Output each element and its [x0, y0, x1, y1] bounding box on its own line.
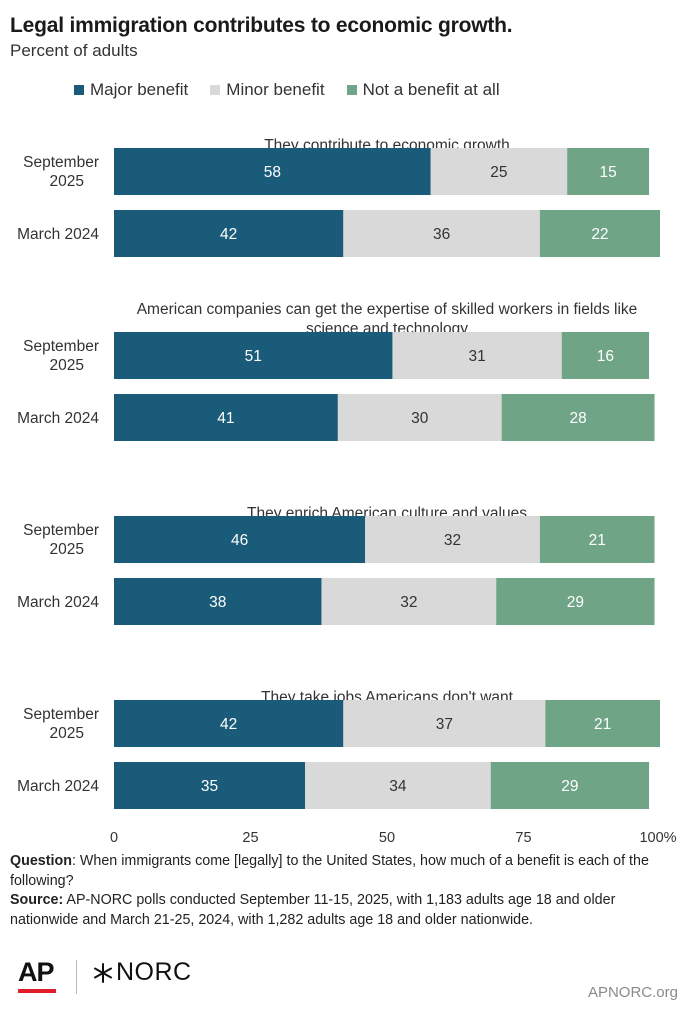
group-4-march-2024-not-a-benefit-at-all-value: 29	[561, 778, 578, 795]
group-2-september-2025-label-line2: 2025	[50, 357, 84, 374]
group-4-september-2025-not-a-benefit-at-all-value: 21	[594, 716, 611, 733]
group-2-september-2025-not-a-benefit-at-all-value: 16	[597, 348, 614, 365]
legend-swatch-minor	[210, 85, 221, 95]
group-1-september-2025-major-benefit-bar	[114, 148, 431, 195]
group-3-march-2024-major-benefit-value: 38	[209, 594, 226, 611]
group-1-march-2024-minor-benefit-value: 36	[433, 226, 450, 243]
site-url: APNORC.org	[587, 984, 678, 1001]
group-3-september-2025-minor-benefit-value: 32	[444, 532, 461, 549]
group-4-march-2024-minor-benefit-value: 34	[389, 778, 407, 795]
legend-item-not: Not a benefit at all	[346, 80, 500, 100]
group-2-september-2025-major-benefit-value: 51	[245, 348, 262, 365]
group-4-september-2025-not-a-benefit-at-all-bar	[545, 700, 660, 747]
ap-logo-text: AP	[18, 957, 55, 987]
legend-label-major: Major benefit	[90, 80, 189, 99]
group-3-march-2024-minor-benefit-bar	[321, 578, 497, 625]
question-label: Question	[10, 853, 72, 869]
x-tick-label: 50	[379, 830, 395, 845]
group-3-march-2024-label: March 2024	[17, 594, 99, 611]
group-1-september-2025-minor-benefit-bar	[430, 148, 568, 195]
group-3-march-2024-not-a-benefit-at-all-bar	[496, 578, 655, 625]
group-1-march-2024-label: March 2024	[17, 226, 99, 243]
group-4-september-2025-label-line1: September	[23, 706, 99, 723]
group-4-march-2024-major-benefit-value: 35	[201, 778, 218, 795]
x-tick-label: 25	[242, 830, 258, 845]
legend-swatch-major	[74, 85, 84, 95]
group-4-march-2024-major-benefit-bar	[114, 762, 306, 809]
x-tick-label: 75	[515, 830, 531, 845]
group-4-september-2025-major-benefit-value: 42	[220, 716, 237, 733]
ap-logo-underline	[18, 989, 56, 993]
group-1-march-2024-not-a-benefit-at-all-value: 22	[591, 226, 608, 243]
chart-title: Legal immigration contributes to economi…	[10, 14, 513, 37]
group-3-march-2024-not-a-benefit-at-all-value: 29	[567, 594, 584, 611]
group-2-march-2024-minor-benefit-value: 30	[411, 410, 429, 427]
legend-label-not: Not a benefit at all	[362, 80, 500, 99]
group-2-september-2025-not-a-benefit-at-all-bar	[561, 332, 650, 379]
logo-divider	[76, 960, 77, 994]
group-2-september-2025-major-benefit-bar	[114, 332, 393, 379]
source-text: AP-NORC polls conducted September 11-15,…	[10, 892, 616, 928]
legend: Major benefit Minor benefit Not a benefi…	[74, 80, 522, 100]
norc-logo-text: NORC	[116, 958, 192, 986]
group-3-september-2025-major-benefit-value: 46	[231, 532, 248, 549]
footnote: Question: When immigrants come [legally]…	[10, 852, 680, 930]
group-4-september-2025-minor-benefit-value: 37	[436, 716, 453, 733]
legend-item-major: Major benefit	[74, 80, 188, 100]
x-tick-label: 100%	[639, 830, 676, 845]
group-2-march-2024-not-a-benefit-at-all-value: 28	[569, 410, 586, 427]
legend-item-minor: Minor benefit	[210, 80, 325, 100]
group-3-september-2025-minor-benefit-bar	[365, 516, 540, 563]
group-1-september-2025-minor-benefit-value: 25	[490, 164, 507, 181]
stacked-bar-chart: They contribute to economic growthSeptem…	[17, 137, 677, 845]
group-2-march-2024-not-a-benefit-at-all-bar	[501, 394, 655, 441]
group-3-september-2025-not-a-benefit-at-all-value: 21	[589, 532, 606, 549]
group-1-september-2025-not-a-benefit-at-all-bar	[567, 148, 650, 195]
x-tick-label: 0	[110, 830, 118, 845]
group-4-september-2025-major-benefit-bar	[114, 700, 344, 747]
group-1-march-2024-major-benefit-value: 42	[220, 226, 237, 243]
group-1-march-2024-not-a-benefit-at-all-bar	[539, 210, 660, 257]
group-4-september-2025-minor-benefit-bar	[343, 700, 546, 747]
ap-logo: AP	[18, 958, 56, 993]
group-2-march-2024-label: March 2024	[17, 410, 99, 427]
group-1-september-2025-not-a-benefit-at-all-value: 15	[600, 164, 617, 181]
group-3-september-2025-label-line1: September	[23, 522, 99, 539]
group-1-march-2024-major-benefit-bar	[114, 210, 344, 257]
group-1-september-2025-major-benefit-value: 58	[264, 164, 281, 181]
group-2-title: American companies can get the expertise…	[137, 301, 638, 318]
group-1-september-2025-label-line2: 2025	[50, 173, 84, 190]
group-2-september-2025-minor-benefit-value: 31	[468, 348, 485, 365]
source-label: Source:	[10, 892, 64, 908]
legend-swatch-not	[346, 85, 357, 95]
group-1-march-2024-minor-benefit-bar	[343, 210, 540, 257]
group-1-september-2025-label-line1: September	[23, 154, 99, 171]
group-4-september-2025-label-line2: 2025	[50, 725, 84, 742]
group-4-march-2024-minor-benefit-bar	[305, 762, 491, 809]
group-3-september-2025-major-benefit-bar	[114, 516, 366, 563]
group-3-march-2024-minor-benefit-value: 32	[400, 594, 417, 611]
group-2-september-2025-minor-benefit-bar	[392, 332, 562, 379]
norc-star-icon	[94, 962, 112, 983]
chart-subtitle: Percent of adults	[10, 41, 138, 60]
norc-logo: NORC	[92, 958, 192, 987]
legend-label-minor: Minor benefit	[226, 80, 325, 99]
group-3-march-2024-major-benefit-bar	[114, 578, 322, 625]
group-4-march-2024-not-a-benefit-at-all-bar	[490, 762, 650, 809]
question-text: : When immigrants come [legally] to the …	[10, 853, 649, 889]
group-4-march-2024-label: March 2024	[17, 778, 99, 795]
group-2-march-2024-minor-benefit-bar	[337, 394, 502, 441]
group-2-march-2024-major-benefit-bar	[114, 394, 338, 441]
group-3-september-2025-label-line2: 2025	[50, 541, 84, 558]
group-3-september-2025-not-a-benefit-at-all-bar	[539, 516, 655, 563]
group-2-march-2024-major-benefit-value: 41	[217, 410, 234, 427]
group-2-september-2025-label-line1: September	[23, 338, 99, 355]
